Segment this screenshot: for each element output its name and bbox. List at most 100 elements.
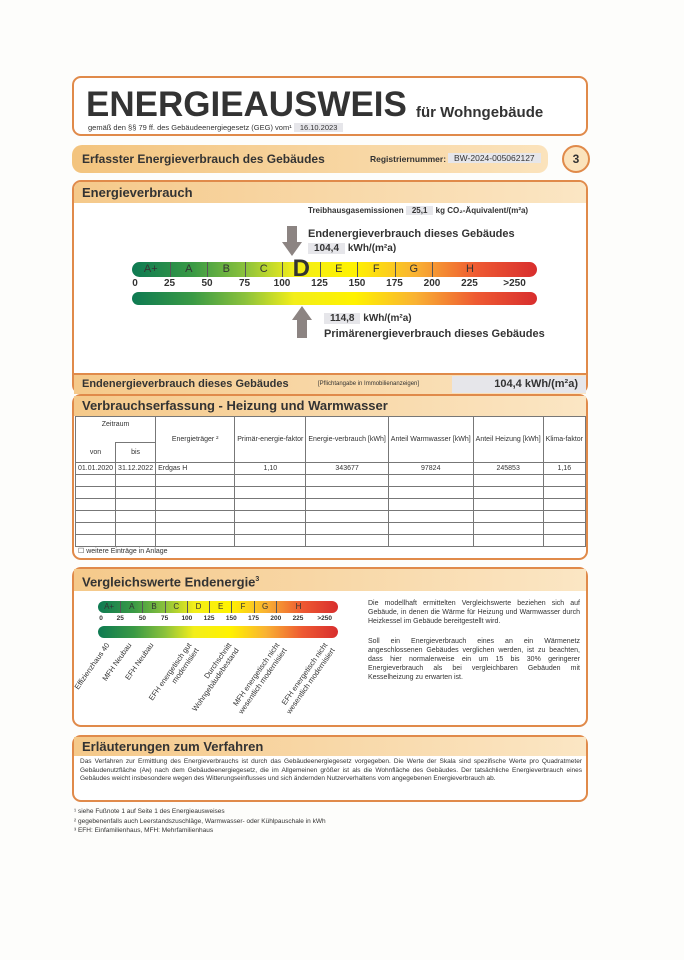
mandatory-value: 104,4 kWh/(m²a)	[452, 376, 586, 393]
table-row	[74, 486, 587, 499]
comparison-title-text: Vergleichswerte Endenergie	[82, 574, 256, 590]
end-energy-arrow-head-icon	[282, 242, 302, 256]
table-cell	[115, 534, 157, 547]
tick-label: 25	[163, 278, 176, 289]
tick-label: 175	[386, 278, 403, 289]
table-cell	[115, 510, 157, 523]
header-heating: Anteil Heizung [kWh]	[472, 416, 544, 463]
table-row	[74, 534, 587, 547]
header-consumption: Energie-verbrauch [kWh]	[305, 416, 389, 463]
tick-label: 50	[138, 615, 147, 622]
header-from: von	[74, 442, 116, 463]
table-cell	[305, 474, 389, 487]
comparison-title: Vergleichswerte Endenergie3	[74, 569, 586, 591]
table-cell: Erdgas H	[155, 462, 236, 475]
class-f: F	[357, 262, 395, 277]
class-g: G	[394, 262, 433, 277]
table-cell	[234, 510, 307, 523]
table-cell	[305, 534, 389, 547]
footnote-1: ¹ siehe Fußnote 1 auf Seite 1 des Energi…	[74, 808, 225, 815]
class-a: A	[120, 601, 142, 613]
table-row	[74, 510, 587, 523]
registration-number: BW-2024-005062127	[448, 153, 541, 163]
consumption-section-title: Verbrauchserfassung - Heizung und Warmwa…	[74, 396, 586, 416]
table-cell	[155, 510, 236, 523]
table-cell	[387, 534, 474, 547]
tick-label: >250	[317, 615, 332, 622]
table-cell	[305, 486, 389, 499]
tick-label: 25	[116, 615, 124, 622]
mandatory-note: [Pflichtangabe in Immobilienanzeigen]	[318, 381, 420, 387]
consumption-section: Verbrauchserfassung - Heizung und Warmwa…	[72, 394, 588, 560]
footnote-3: ³ EFH: Einfamilienhaus, MFH: Mehrfamilie…	[74, 827, 214, 834]
table-cell	[234, 498, 307, 511]
tick-label: 200	[270, 615, 282, 622]
class-h: H	[432, 262, 507, 277]
section-title: Erfasster Energieverbrauch des Gebäudes	[82, 152, 325, 166]
table-cell: 97824	[387, 462, 474, 475]
footnotes: ¹ siehe Fußnote 1 auf Seite 1 des Energi…	[74, 807, 326, 836]
class-h: H	[275, 601, 320, 613]
law-reference: gemäß den §§ 79 ff. des Gebäudeenergiege…	[88, 123, 292, 132]
table-cell	[472, 486, 544, 499]
table-cell	[542, 498, 587, 511]
tick-label: 150	[225, 615, 237, 622]
table-cell	[234, 474, 307, 487]
tick-label: 225	[461, 278, 478, 289]
tick-label: 75	[161, 615, 169, 622]
table-cell	[115, 486, 157, 499]
table-cell	[542, 486, 587, 499]
tick-label: 50	[201, 278, 213, 289]
class-a: A	[169, 262, 208, 277]
comparison-class-scale: A+ A B C D E F G H	[98, 601, 338, 613]
end-energy-label: Endenergieverbrauch dieses Gebäudes	[308, 228, 515, 240]
page-number: 3	[562, 145, 590, 173]
comparison-text-2: Soll ein Energieverbrauch eines an ein W…	[368, 638, 580, 681]
end-energy-arrow-icon	[287, 226, 297, 242]
table-row: 01.01.2020 31.12.2022 Erdgas H 1,10 343677 97…	[74, 462, 587, 475]
footnote-2: ² gegebenenfalls auch Leerstandszuschläg…	[74, 817, 326, 825]
explanation-section: Erläuterungen zum Verfahren Das Verfahre…	[72, 735, 588, 802]
energy-section: Energieverbrauch Treibhausgasemissionen …	[72, 180, 588, 394]
table-cell	[387, 486, 474, 499]
tick-label: 125	[311, 278, 328, 289]
header-period: Zeitraum	[74, 416, 157, 443]
tick-label: 125	[203, 615, 215, 622]
explanation-text: Das Verfahren zur Ermittlung des Energie…	[80, 758, 582, 782]
header-hot-water: Anteil Warmwasser [kWh]	[387, 416, 474, 463]
comparison-text-1: Die modellhaft ermittelten Vergleichswer…	[368, 600, 580, 625]
comparison-gradient-bar	[98, 626, 338, 638]
mandatory-row: Endenergieverbrauch dieses Gebäudes [Pfl…	[74, 373, 586, 394]
table-cell	[387, 498, 474, 511]
table-cell	[234, 486, 307, 499]
table-cell	[472, 510, 544, 523]
registration-label: Registriernummer:	[370, 154, 447, 164]
table-cell	[115, 522, 157, 535]
tick-label: 0	[132, 278, 138, 289]
header-climate: Klima-faktor	[542, 416, 587, 463]
table-cell	[472, 498, 544, 511]
primary-energy-label: Primärenergieverbrauch dieses Gebäudes	[324, 328, 545, 340]
table-cell	[305, 510, 389, 523]
table-cell	[387, 474, 474, 487]
tick-label: 75	[238, 278, 251, 289]
energy-gradient-bar	[132, 292, 537, 305]
table-cell	[387, 510, 474, 523]
table-cell	[472, 534, 544, 547]
end-energy-value: 104,4	[308, 243, 346, 254]
table-cell	[74, 474, 117, 487]
more-entries-checkbox[interactable]: ☐ weitere Einträge in Anlage	[78, 548, 168, 555]
table-row	[74, 474, 587, 487]
table-cell	[234, 522, 307, 535]
table-cell	[305, 522, 389, 535]
class-a-plus: A+	[104, 602, 115, 611]
consumption-table: Zeitraum Energieträger ² Primär-energie-fa…	[74, 416, 587, 547]
tick-label: 150	[348, 278, 366, 289]
table-cell	[542, 522, 587, 535]
ghg-label: Treibhausgasemissionen	[308, 206, 404, 215]
primary-energy-arrow-icon	[297, 320, 307, 338]
table-cell	[74, 522, 117, 535]
tick-label: 175	[248, 615, 259, 622]
tick-label: 225	[292, 615, 304, 622]
